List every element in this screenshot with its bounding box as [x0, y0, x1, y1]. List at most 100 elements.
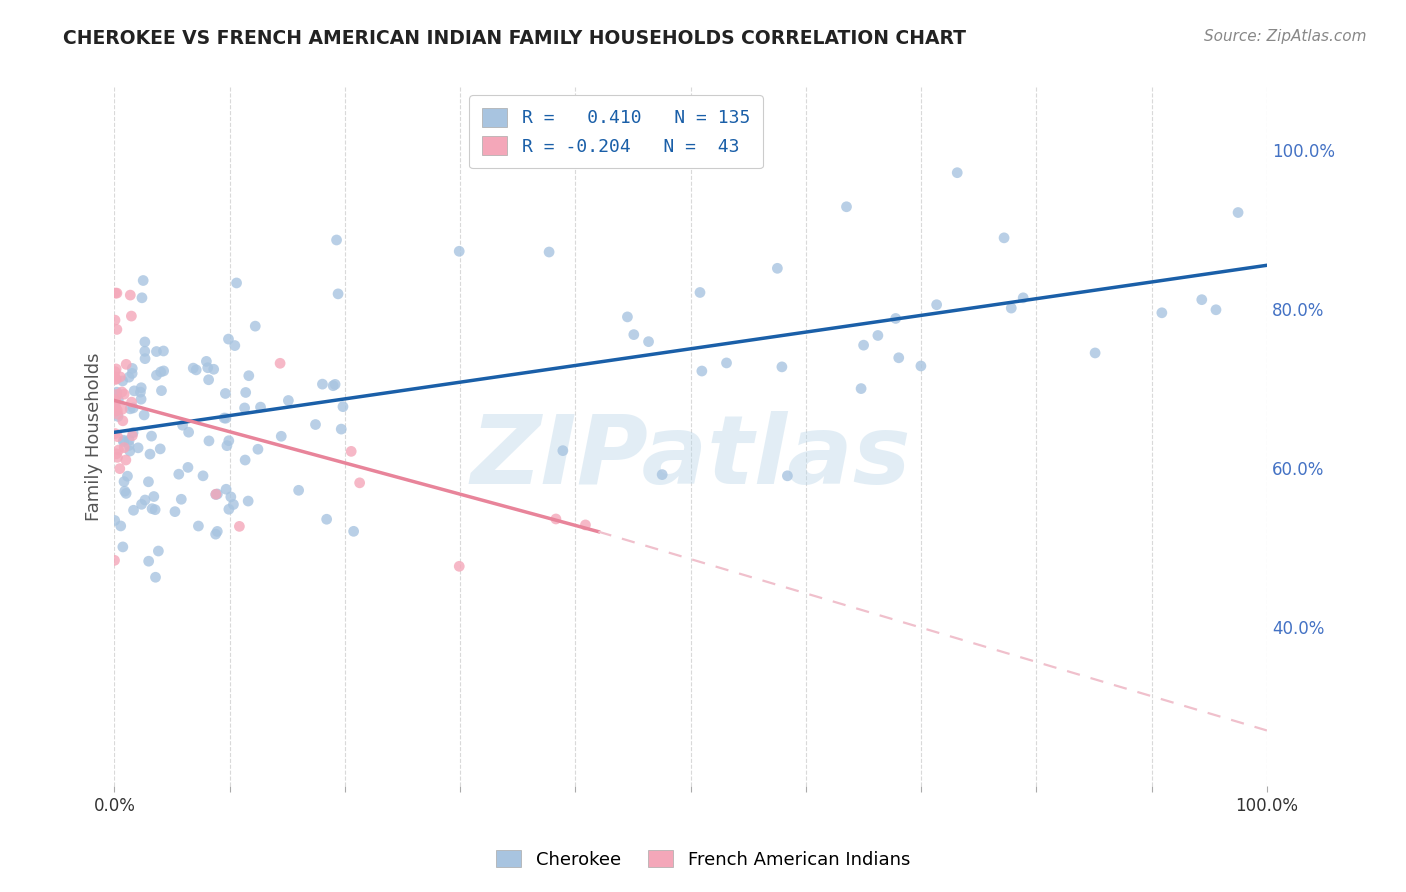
Point — [121, 395, 143, 409]
Point — [129, 381, 152, 395]
Point — [304, 417, 326, 432]
Point — [322, 378, 344, 392]
Point — [1012, 291, 1035, 305]
Point — [104, 392, 127, 407]
Point — [118, 444, 141, 458]
Point — [163, 505, 186, 519]
Point — [105, 385, 128, 400]
Point — [121, 367, 143, 381]
Point — [689, 285, 711, 300]
Point — [122, 384, 145, 398]
Point — [112, 475, 135, 489]
Point — [134, 493, 156, 508]
Point — [1227, 205, 1250, 219]
Point — [191, 468, 214, 483]
Point — [325, 233, 347, 247]
Point — [129, 385, 152, 400]
Text: CHEROKEE VS FRENCH AMERICAN INDIAN FAMILY HOUSEHOLDS CORRELATION CHART: CHEROKEE VS FRENCH AMERICAN INDIAN FAMIL… — [63, 29, 966, 47]
Point — [118, 370, 141, 384]
Point — [235, 385, 257, 400]
Point — [145, 368, 167, 383]
Point — [115, 486, 138, 500]
Point — [129, 392, 152, 407]
Point — [228, 519, 250, 533]
Point — [238, 494, 260, 508]
Point — [104, 399, 127, 413]
Point — [149, 442, 172, 456]
Point — [214, 386, 236, 401]
Point — [551, 443, 574, 458]
Point — [148, 544, 170, 558]
Point — [107, 407, 129, 421]
Point — [198, 434, 221, 448]
Point — [145, 344, 167, 359]
Point — [114, 484, 136, 499]
Point — [141, 501, 163, 516]
Point — [207, 487, 229, 501]
Point — [112, 434, 135, 449]
Point — [205, 487, 228, 501]
Point — [212, 411, 235, 425]
Point — [104, 365, 127, 379]
Point — [249, 400, 271, 414]
Point — [849, 382, 872, 396]
Point — [716, 356, 738, 370]
Point — [852, 338, 875, 352]
Point — [1150, 306, 1173, 320]
Point — [105, 372, 128, 386]
Point — [120, 401, 142, 416]
Point — [143, 502, 166, 516]
Point — [104, 313, 127, 327]
Point — [120, 309, 142, 323]
Point — [177, 425, 200, 440]
Point — [122, 425, 145, 440]
Point — [245, 319, 267, 334]
Point — [277, 393, 299, 408]
Point — [132, 273, 155, 287]
Point — [104, 286, 127, 301]
Point — [177, 460, 200, 475]
Point — [225, 276, 247, 290]
Point — [233, 453, 256, 467]
Point — [218, 332, 240, 346]
Legend: Cherokee, French American Indians: Cherokee, French American Indians — [489, 843, 917, 876]
Text: Source: ZipAtlas.com: Source: ZipAtlas.com — [1204, 29, 1367, 44]
Point — [112, 387, 135, 401]
Point — [326, 286, 349, 301]
Point — [330, 422, 353, 436]
Point — [887, 351, 910, 365]
Point — [107, 409, 129, 424]
Point — [117, 469, 139, 483]
Point — [340, 444, 363, 458]
Point — [218, 434, 240, 448]
Point — [287, 483, 309, 498]
Point — [637, 334, 659, 349]
Point — [112, 441, 135, 455]
Point — [766, 261, 789, 276]
Point — [651, 467, 673, 482]
Point — [215, 439, 238, 453]
Point — [145, 570, 167, 584]
Point — [107, 443, 129, 458]
Point — [233, 401, 256, 415]
Point — [115, 357, 138, 371]
Point — [104, 372, 127, 386]
Point — [544, 512, 567, 526]
Point — [884, 311, 907, 326]
Point — [105, 387, 128, 401]
Point — [181, 361, 204, 376]
Point — [946, 166, 969, 180]
Point — [152, 364, 174, 378]
Point — [105, 362, 128, 376]
Point — [866, 328, 889, 343]
Point — [238, 368, 260, 383]
Point — [103, 553, 125, 567]
Point — [246, 442, 269, 457]
Point — [115, 453, 138, 467]
Y-axis label: Family Households: Family Households — [86, 352, 103, 521]
Point — [187, 519, 209, 533]
Legend: R =   0.410   N = 135, R = -0.204   N =  43: R = 0.410 N = 135, R = -0.204 N = 43 — [470, 95, 762, 169]
Point — [1191, 293, 1213, 307]
Point — [219, 490, 242, 504]
Point — [112, 434, 135, 448]
